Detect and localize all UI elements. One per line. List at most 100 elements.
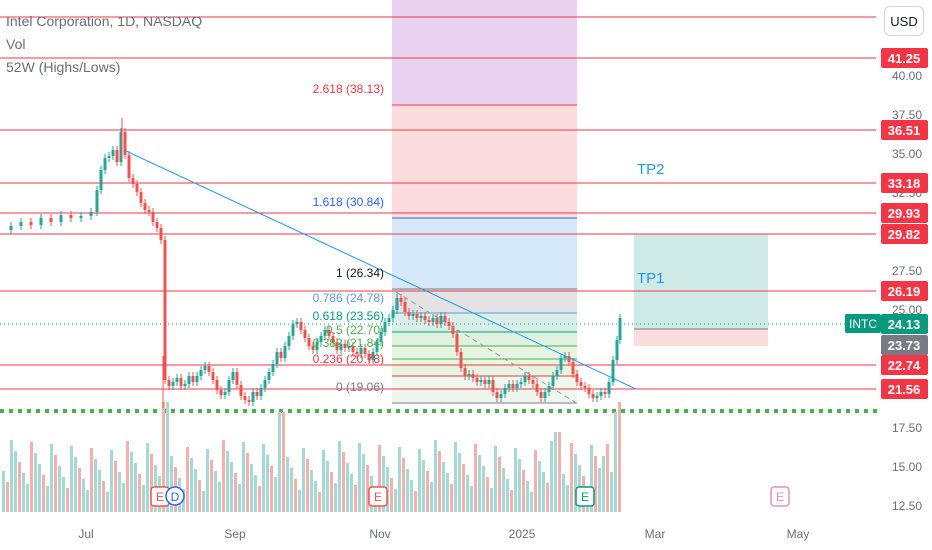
candle-body [335,342,339,350]
earnings-marker[interactable]: E [368,486,388,507]
candle-body [379,332,383,342]
volume-bar [78,468,81,512]
candle-body [295,322,299,324]
volume-bar [426,471,429,512]
volume-bar [74,457,77,512]
candle-body [219,390,223,395]
trend-line[interactable] [123,149,637,390]
target-zone[interactable] [634,234,768,329]
volume-bar [66,488,69,512]
future-earnings-marker[interactable]: E [770,486,790,507]
candle-body [39,218,43,225]
candle-body [563,356,567,358]
volume-bar [134,463,137,512]
symbol-title[interactable]: Intel Corporation, 1D, NASDAQ [6,13,203,29]
horizontal-levels[interactable] [0,16,876,390]
candle-body [391,310,395,318]
candle-body [287,336,291,346]
fib-label-0236: 0.236 (20.78) [313,352,384,366]
candle-body [159,228,163,240]
candle-body [447,322,451,326]
volume-bar [54,455,57,512]
volume-bar [290,468,293,512]
currency-button[interactable]: USD [884,6,924,36]
volume-bar [482,466,485,512]
volume-bar [34,453,37,512]
volume-bar [506,479,509,512]
time-scale[interactable]: Jul Sep Nov 2025 Mar May [78,527,809,541]
highs-lows-indicator-label[interactable]: 52W (Highs/Lows) [6,59,121,75]
volume-bar [114,461,117,512]
last-price-badge[interactable]: 24.13 [881,314,928,334]
candle-body [615,340,619,360]
candle-body [411,314,415,316]
volume-bar [550,441,553,512]
volume-bar [26,484,29,512]
volume-bar [330,472,333,512]
earnings-marker[interactable]: E [575,486,595,507]
candle-body [403,302,407,312]
volume-bar [142,485,145,512]
volume-bar [318,492,321,512]
price-tick: 37.50 [892,108,922,122]
stop-zone[interactable] [634,329,768,346]
volume-bar [86,490,89,512]
volume-bar [278,412,281,512]
volume-bar [430,482,433,512]
candle-body [59,215,63,222]
volume-bar [610,472,613,512]
volume-bar [82,479,85,512]
volume-bar [334,483,337,512]
candle-body [127,155,131,178]
candle-body [523,376,527,382]
fib-label-0618: 0.618 (23.56) [313,309,384,323]
candle-body [327,330,331,336]
time-tick: Nov [369,527,390,541]
earnings-marker[interactable]: E [150,486,170,507]
volume-bar [614,412,617,512]
volume-bar [498,457,501,512]
candle-body [79,216,83,218]
candle-body [551,376,555,386]
fib-label-1: 1 (26.34) [336,266,384,280]
volume-bar [198,480,201,512]
candle-body [399,298,403,302]
candle-body [443,316,447,322]
candle-body [115,150,119,162]
level-price-badge: 33.18 [881,173,928,193]
candle-body [231,372,235,380]
time-tick: Sep [224,527,246,541]
volume-bar [574,454,577,512]
volume-bar [422,460,425,512]
candle-body [547,386,551,392]
volume-bar [350,474,353,512]
volume-bar [522,470,525,512]
fib-retracement[interactable] [392,0,577,404]
price-tick: 17.50 [892,421,922,435]
volume-bar [470,486,473,512]
candle-body [9,226,13,230]
volume-indicator-label[interactable]: Vol [6,36,26,52]
candle-body [527,376,531,380]
candle-body [283,346,287,358]
dividend-marker[interactable]: D [165,486,185,506]
candle-body [171,382,175,386]
fib-zone-0382 [392,359,577,376]
symbol-badge[interactable]: INTC [845,314,881,333]
volume-bar [14,451,17,512]
volume-bar [466,475,469,512]
candle-body [247,400,251,402]
stop-price-badge[interactable]: 23.73 [881,335,928,355]
volume-bar [206,449,209,512]
level-price-badge: 21.56 [881,379,928,399]
volume-bar [570,443,573,512]
candle-body [535,384,539,392]
volume-bar [210,460,213,512]
volume-bar [510,490,513,512]
volume-bar [474,444,477,512]
price-scale[interactable]: 40.00 37.50 35.00 32.50 27.50 25.00 17.5… [892,69,922,513]
fib-label-2618: 2.618 (38.13) [313,82,384,96]
volume-bar [606,444,609,512]
volume-bars [2,402,621,512]
